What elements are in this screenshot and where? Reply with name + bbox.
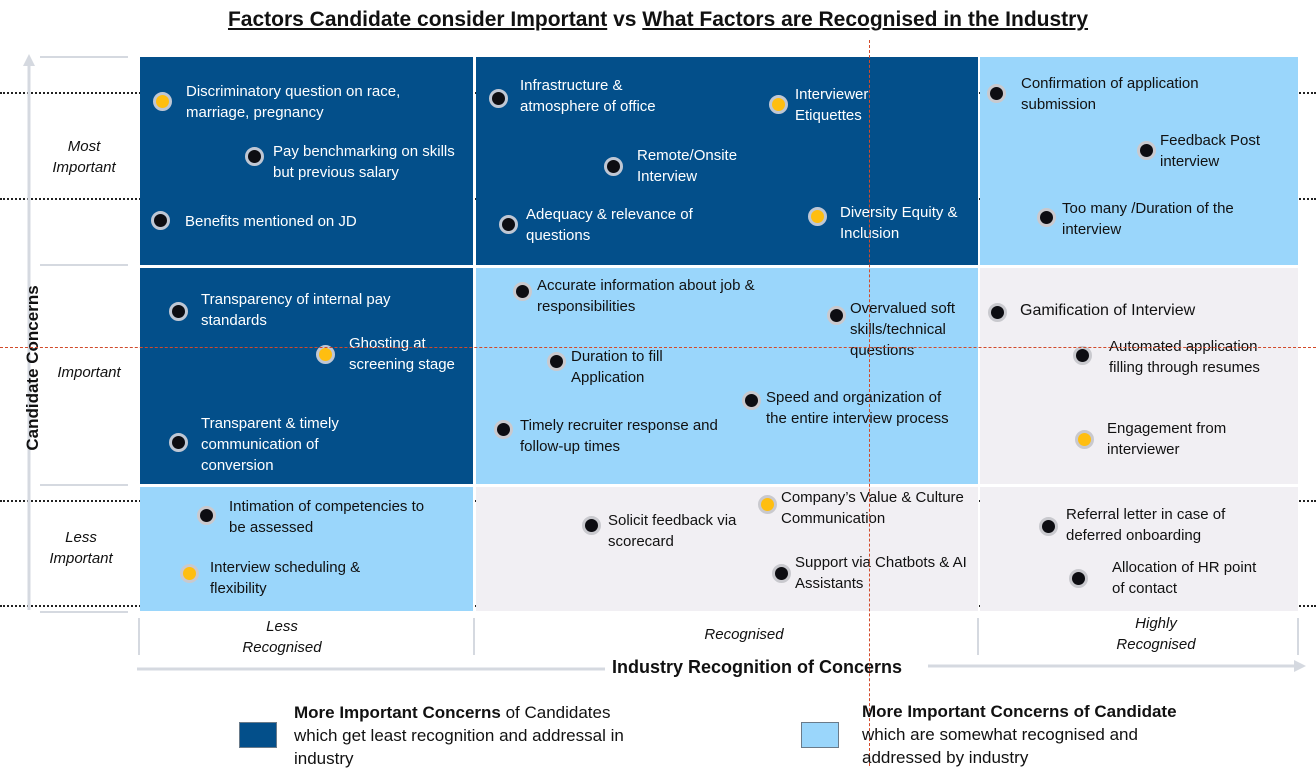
chart-title: Factors Candidate consider Important vs …: [0, 8, 1316, 32]
factor-item: Intimation of competencies to be assesse…: [229, 498, 425, 536]
title-part-2: What Factors are Recognised in the Indus…: [642, 8, 1089, 31]
legend-swatch-light: [801, 722, 839, 748]
factor-item: Duration to fill Application: [571, 348, 663, 386]
factor-item: Adequacy & relevance of questions: [526, 206, 693, 244]
title-vs: vs: [613, 8, 637, 31]
black-marker-icon: [742, 391, 761, 410]
factor-item: Referral letter in case of deferred onbo…: [1066, 506, 1226, 544]
legend-rest: which are somewhat recognised and addres…: [862, 725, 1138, 767]
cell-most-important-less-recognised: Discriminatory question on race, marriag…: [140, 57, 473, 265]
factor-item: Diversity Equity & Inclusion: [840, 204, 958, 242]
cell-important-less-recognised: Transparency of internal pay standards G…: [140, 268, 473, 484]
black-marker-icon: [169, 302, 188, 321]
black-marker-icon: [151, 211, 170, 230]
factor-item: Transparency of internal pay standards: [201, 291, 391, 329]
black-marker-icon: [197, 506, 216, 525]
black-marker-icon: [1137, 141, 1156, 160]
factor-item: Support via Chatbots & AI Assistants: [795, 554, 967, 592]
black-marker-icon: [489, 89, 508, 108]
col-label-less-recognised: Less Recognised: [242, 618, 322, 656]
title-part-1: Factors Candidate consider Important: [227, 8, 608, 31]
factor-item: Engagement from interviewer: [1107, 420, 1227, 458]
black-marker-icon: [1039, 517, 1058, 536]
black-marker-icon: [169, 433, 188, 452]
y-axis-label: Candidate Concerns: [23, 285, 42, 451]
black-marker-icon: [1073, 346, 1092, 365]
factor-item: Accurate information about job & respons…: [537, 277, 755, 315]
row-label-important: Important: [57, 364, 121, 381]
col-label-highly-recognised: Highly Recognised: [1116, 615, 1196, 653]
legend-rest: of Candidates which get least recognitio…: [294, 703, 624, 768]
factor-item: Infrastructure & atmosphere of office: [520, 77, 656, 115]
factor-item: Gamification of Interview: [1020, 302, 1196, 319]
legend-text-light: More Important Concerns of Candidate whi…: [862, 700, 1192, 769]
legend-text-dark: More Important Concerns of Candidates wh…: [294, 701, 634, 770]
factor-item: Too many /Duration of the interview: [1062, 200, 1234, 238]
legend-bold: More Important Concerns: [294, 703, 501, 722]
yellow-marker-icon: [316, 345, 335, 364]
black-marker-icon: [604, 157, 623, 176]
cell-less-important-recognised: Solicit feedback via scorecard Company’s…: [476, 487, 978, 611]
yellow-marker-icon: [180, 564, 199, 583]
black-marker-icon: [499, 215, 518, 234]
cell-most-important-highly-recognised: Confirmation of application submission F…: [980, 57, 1298, 265]
legend-swatch-dark: [239, 722, 277, 748]
yellow-marker-icon: [769, 95, 788, 114]
factor-item: Solicit feedback via scorecard: [608, 512, 737, 550]
factor-item: Timely recruiter response and follow-up …: [520, 417, 718, 455]
row-label-less-important: Less Important: [49, 529, 113, 567]
black-marker-icon: [987, 84, 1006, 103]
factor-item: Company’s Value & Culture Communication: [781, 489, 964, 527]
row-label-most-important: Most Important: [52, 138, 116, 176]
black-marker-icon: [547, 352, 566, 371]
factor-item: Remote/Onsite Interview: [637, 147, 738, 185]
cell-less-important-highly-recognised: Referral letter in case of deferred onbo…: [980, 487, 1298, 611]
black-marker-icon: [827, 306, 846, 325]
x-axis-label: Industry Recognition of Concerns: [612, 657, 903, 677]
y-axis-arrowhead: [23, 54, 35, 66]
black-marker-icon: [494, 420, 513, 439]
factor-item: Overvalued soft skills/technical questio…: [850, 300, 956, 359]
factor-item: Allocation of HR point of contact: [1112, 559, 1257, 597]
col-label-recognised: Recognised: [704, 626, 784, 643]
cell-most-important-recognised: Infrastructure & atmosphere of office In…: [476, 57, 978, 265]
black-marker-icon: [772, 564, 791, 583]
black-marker-icon: [988, 303, 1007, 322]
black-marker-icon: [513, 282, 532, 301]
yellow-marker-icon: [1075, 430, 1094, 449]
x-axis-arrowhead: [1294, 660, 1306, 672]
guide-line-vertical: [869, 40, 870, 766]
factor-item: Ghosting at screening stage: [349, 335, 455, 373]
black-marker-icon: [1069, 569, 1088, 588]
yellow-marker-icon: [153, 92, 172, 111]
legend-bold: More Important Concerns of Candidate: [862, 702, 1177, 721]
black-marker-icon: [245, 147, 264, 166]
cell-important-highly-recognised: Gamification of Interview Automated appl…: [980, 268, 1298, 484]
yellow-marker-icon: [808, 207, 827, 226]
factor-item: Speed and organization of the entire int…: [766, 389, 949, 427]
factor-item: Discriminatory question on race, marriag…: [186, 83, 401, 121]
factor-item: Feedback Post interview: [1160, 132, 1261, 170]
black-marker-icon: [582, 516, 601, 535]
factor-item: Benefits mentioned on JD: [185, 213, 357, 230]
factor-item: Interview scheduling & flexibility: [210, 559, 361, 597]
factor-item: Interviewer Etiquettes: [795, 86, 869, 124]
factor-item: Automated application filling through re…: [1109, 338, 1260, 376]
black-marker-icon: [1037, 208, 1056, 227]
factor-item: Confirmation of application submission: [1021, 75, 1199, 113]
yellow-marker-icon: [758, 495, 777, 514]
factor-item: Transparent & timely communication of co…: [201, 415, 339, 474]
factor-item: Pay benchmarking on skills but previous …: [273, 143, 455, 181]
cell-important-recognised: Accurate information about job & respons…: [476, 268, 978, 484]
guide-line-horizontal: [0, 347, 1316, 348]
cell-less-important-less-recognised: Intimation of competencies to be assesse…: [140, 487, 473, 611]
